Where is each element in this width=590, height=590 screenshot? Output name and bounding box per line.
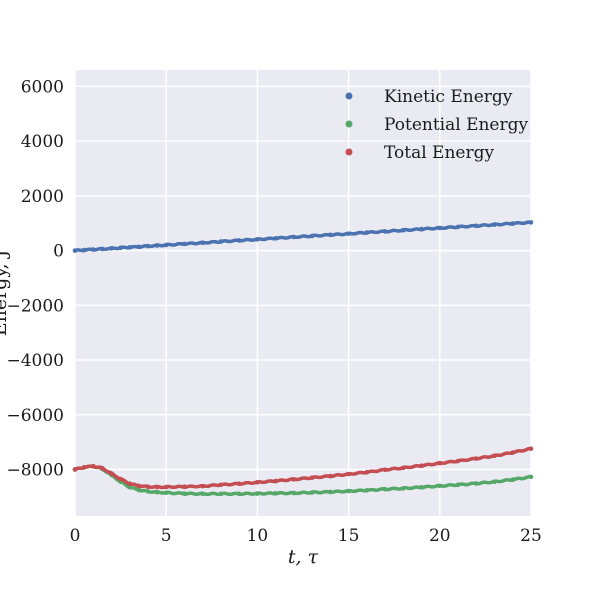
- legend-label: Total Energy: [384, 143, 494, 163]
- x-axis-ticks: 0 5 10 15 20 25: [70, 526, 542, 546]
- y-tick-label: −2000: [6, 296, 64, 316]
- x-tick-label: 15: [338, 526, 360, 546]
- y-tick-label: 4000: [21, 132, 64, 152]
- legend-label: Potential Energy: [384, 115, 528, 135]
- y-tick-label: 0: [53, 242, 64, 262]
- x-tick-label: 10: [247, 526, 269, 546]
- series-total-energy: [72, 446, 534, 490]
- y-tick-label: 2000: [21, 187, 64, 207]
- x-tick-label: 5: [161, 526, 172, 546]
- plot-area: [75, 70, 531, 516]
- x-tick-label: 0: [70, 526, 81, 546]
- legend: Kinetic Energy Potential Energy Total Ener…: [345, 87, 528, 163]
- x-tick-label: 25: [520, 526, 542, 546]
- grid-lines: [74, 70, 532, 516]
- y-axis-ticks: −8000 −6000 −4000 −2000 0 2000 4000 6000: [6, 77, 64, 480]
- legend-marker: [345, 148, 353, 156]
- series-layer: [72, 220, 534, 497]
- x-axis-label: t, τ: [288, 546, 319, 568]
- legend-marker: [345, 120, 353, 128]
- y-tick-label: −8000: [6, 460, 64, 480]
- y-axis-label: Energy, J: [0, 250, 11, 337]
- data-marker: [529, 474, 533, 479]
- data-marker: [529, 446, 533, 451]
- y-tick-label: −4000: [6, 351, 64, 371]
- legend-label: Kinetic Energy: [384, 87, 513, 107]
- series-kinetic-energy: [72, 220, 534, 253]
- data-marker: [529, 220, 533, 224]
- y-tick-label: 6000: [21, 77, 64, 97]
- legend-marker: [345, 92, 353, 100]
- y-tick-label: −6000: [6, 406, 64, 426]
- x-tick-label: 20: [429, 526, 451, 546]
